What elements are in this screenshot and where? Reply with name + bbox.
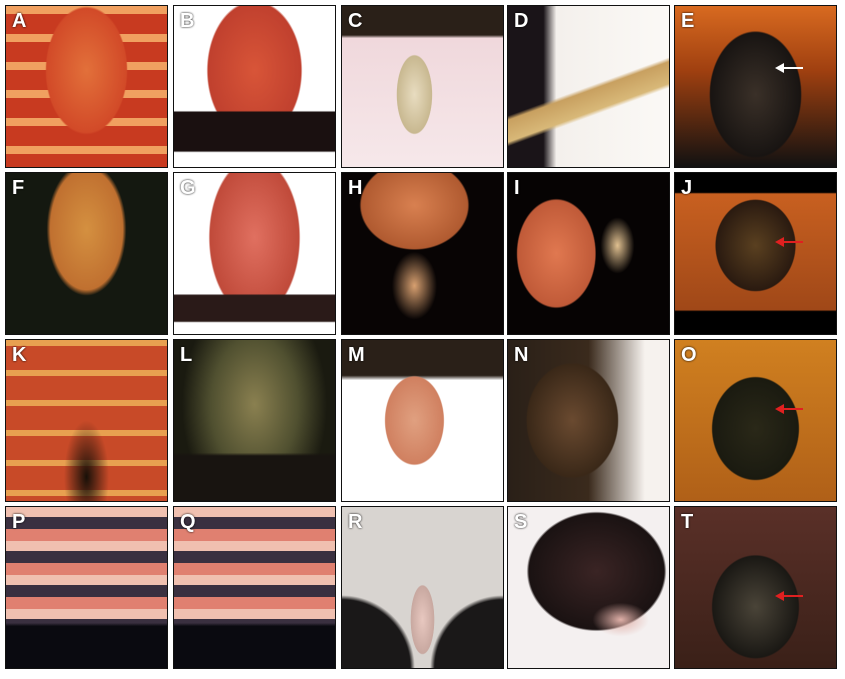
panel-label: R xyxy=(348,511,363,533)
panel-label: G xyxy=(180,177,196,199)
panel-k: K xyxy=(5,339,168,502)
panel-label: A xyxy=(12,10,27,32)
panel-h: H xyxy=(341,172,504,335)
panel-label: M xyxy=(348,344,365,366)
panel-label: T xyxy=(681,511,694,533)
panel-label: S xyxy=(514,511,528,533)
panel-label: P xyxy=(12,511,26,533)
panel-label: Q xyxy=(180,511,196,533)
panel-d: D xyxy=(507,5,670,168)
panel-o: O xyxy=(674,339,837,502)
panel-label: N xyxy=(514,344,529,366)
panel-label: O xyxy=(681,344,697,366)
panel-label: I xyxy=(514,177,520,199)
arrow-icon xyxy=(775,404,803,414)
panel-label: J xyxy=(681,177,693,199)
panel-p: P xyxy=(5,506,168,669)
panel-t: T xyxy=(674,506,837,669)
panel-i: I xyxy=(507,172,670,335)
panel-j: J xyxy=(674,172,837,335)
arrow-icon xyxy=(775,591,803,601)
panel-n: N xyxy=(507,339,670,502)
arrow-icon xyxy=(775,63,803,73)
panel-label: B xyxy=(180,10,195,32)
panel-l: L xyxy=(173,339,336,502)
panel-label: D xyxy=(514,10,529,32)
panel-q: Q xyxy=(173,506,336,669)
panel-g: G xyxy=(173,172,336,335)
panel-e: E xyxy=(674,5,837,168)
panel-label: L xyxy=(180,344,193,366)
panel-b: B xyxy=(173,5,336,168)
arrow-icon xyxy=(775,237,803,247)
panel-m: M xyxy=(341,339,504,502)
panel-c: C xyxy=(341,5,504,168)
panel-r: R xyxy=(341,506,504,669)
panel-f: F xyxy=(5,172,168,335)
panel-label: F xyxy=(12,177,25,199)
panel-label: K xyxy=(12,344,27,366)
panel-a: A xyxy=(5,5,168,168)
panel-label: C xyxy=(348,10,363,32)
panel-label: E xyxy=(681,10,695,32)
panel-label: H xyxy=(348,177,363,199)
panel-s: S xyxy=(507,506,670,669)
